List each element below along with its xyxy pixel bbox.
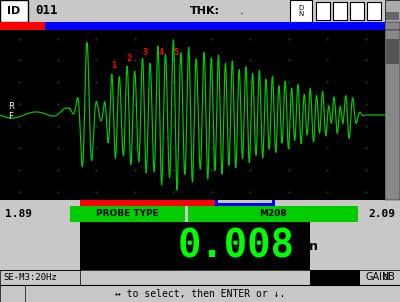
Text: PROBE TYPE: PROBE TYPE: [96, 210, 158, 219]
Bar: [0, 30, 385, 200]
Bar: [385, 30, 400, 200]
Bar: [386, 38, 399, 64]
Text: 1.89: 1.89: [5, 209, 32, 219]
Bar: [316, 2, 330, 20]
Bar: [80, 200, 215, 206]
Bar: [272, 200, 275, 203]
Text: GAIN: GAIN: [365, 272, 389, 282]
Bar: [367, 2, 381, 20]
Text: 2.09: 2.09: [368, 209, 395, 219]
Bar: [215, 200, 218, 203]
Bar: [386, 12, 399, 20]
Bar: [45, 22, 385, 30]
Text: D
N: D N: [298, 5, 304, 17]
Text: 3: 3: [143, 48, 148, 57]
Bar: [0, 22, 45, 30]
Text: 011: 011: [35, 5, 58, 18]
Bar: [333, 2, 347, 20]
Text: ID: ID: [7, 6, 21, 16]
Bar: [290, 0, 312, 22]
Text: R: R: [8, 102, 14, 111]
Text: 1: 1: [111, 61, 116, 70]
Text: dB: dB: [382, 272, 395, 282]
Bar: [80, 222, 310, 270]
Bar: [188, 206, 358, 222]
Bar: [385, 0, 400, 22]
Bar: [70, 206, 185, 222]
Bar: [310, 270, 360, 285]
Bar: [215, 203, 275, 206]
Text: 5: 5: [174, 48, 179, 57]
Text: 4: 4: [158, 48, 164, 57]
Text: THK:: THK:: [190, 6, 220, 16]
Text: .: .: [240, 5, 244, 18]
Bar: [0, 270, 80, 285]
Bar: [385, 22, 400, 30]
Bar: [350, 2, 364, 20]
Text: F: F: [8, 112, 13, 121]
Text: M208: M208: [259, 210, 287, 219]
Bar: [0, 0, 28, 22]
Text: 2: 2: [126, 54, 132, 63]
Text: ↔ to select, then ENTER or ↓.: ↔ to select, then ENTER or ↓.: [115, 288, 285, 298]
Text: 0.008: 0.008: [178, 227, 295, 265]
Bar: [0, 285, 25, 302]
Text: in: in: [305, 239, 318, 252]
Text: SE-M3:20Hz: SE-M3:20Hz: [3, 273, 57, 282]
